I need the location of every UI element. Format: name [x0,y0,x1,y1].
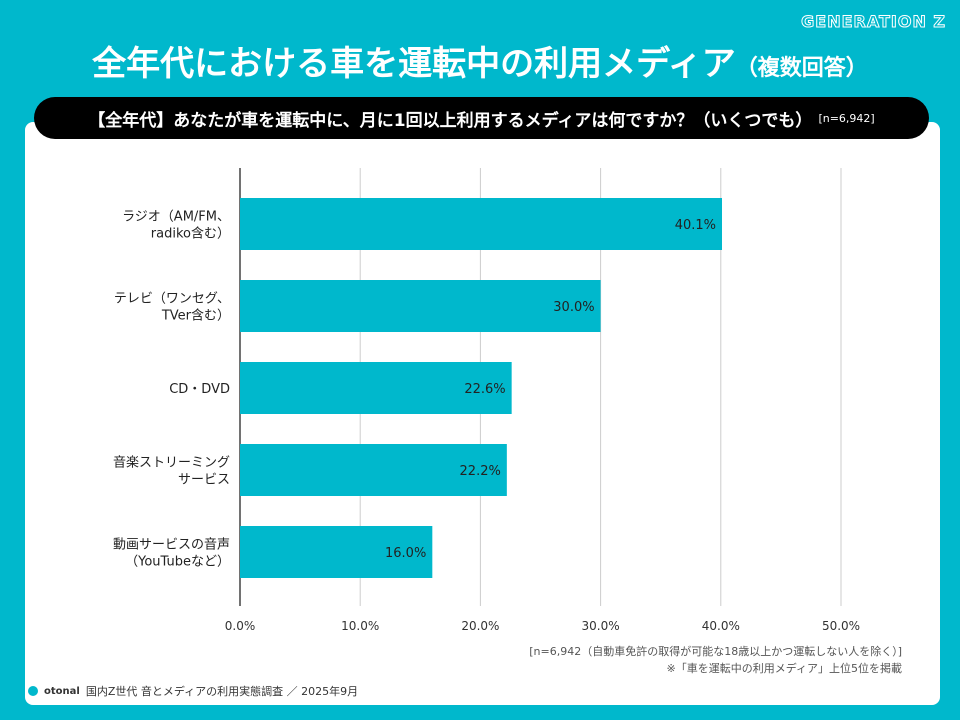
category-label: テレビ（ワンセグ、 [114,292,230,307]
question-n: [n=6,942] [818,111,875,125]
data-label: 16.0% [385,546,426,561]
bar [240,444,507,496]
category-label: サービス [178,473,230,488]
x-tick-label: 30.0% [582,619,620,633]
bar [240,362,512,414]
x-tick-label: 0.0% [225,619,256,633]
category-label: 動画サービスの音声 [113,537,230,553]
bar [240,526,433,578]
top5-note: ※「車を運転中の利用メディア」上位5位を掲載 [666,662,902,675]
data-label: 22.2% [460,464,501,479]
question-banner: 【全年代】あなたが車を運転中に、月に1回以上利用するメディアは何ですか？（いくつ… [34,97,929,139]
brand-logo: GENERATION Z [801,12,946,32]
question-text: 【全年代】あなたが車を運転中に、月に1回以上利用するメディアは何ですか？（いくつ… [88,110,813,131]
source-text: 国内Z世代 音とメディアの利用実態調査 ／ 2025年9月 [85,685,359,698]
data-label: 30.0% [553,300,594,315]
title-main: 全年代における車を運転中の利用メディア [92,44,736,84]
category-label: TVer含む） [161,308,230,324]
bar [240,198,723,250]
x-tick-label: 40.0% [702,619,740,633]
page-title: 全年代における車を運転中の利用メディア（複数回答） [0,36,960,85]
data-label: 22.6% [464,382,505,397]
sample-note: [n=6,942（自動車免許の取得が可能な18歳以上かつ運転しない人を除く）] [529,645,902,658]
bar [240,280,601,332]
category-label: （YouTubeなど） [125,555,230,570]
title-suffix: （複数回答） [735,56,868,81]
x-tick-label: 20.0% [461,619,499,633]
category-label: CD・DVD [169,382,230,397]
category-label: radiko含む） [151,226,230,242]
x-tick-label: 50.0% [822,619,860,633]
x-tick-label: 10.0% [341,619,379,633]
data-label: 40.1% [675,218,716,233]
footer: otonal 国内Z世代 音とメディアの利用実態調査 ／ 2025年9月 [28,683,358,699]
category-label: 音楽ストリーミング [113,455,230,471]
logo-text: otonal [44,685,80,697]
otonal-logo-icon [28,686,38,696]
category-label: ラジオ（AM/FM、 [122,210,230,225]
